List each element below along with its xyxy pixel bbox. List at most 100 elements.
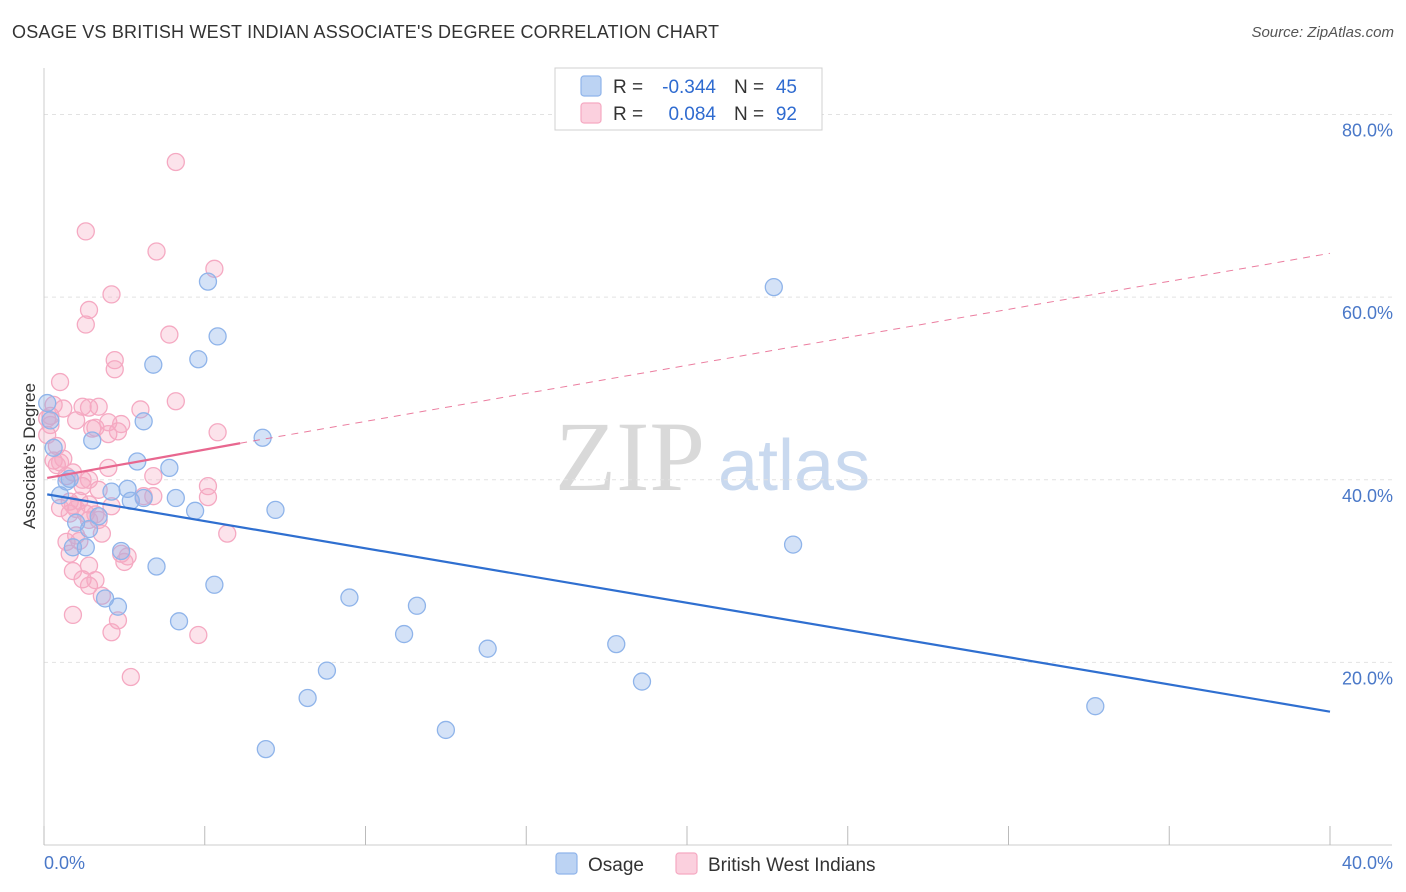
osage-point-4 (57, 472, 76, 491)
osage-point-19 (134, 488, 153, 508)
osage-n-value: 45 (776, 77, 797, 98)
osage-point-41 (607, 634, 626, 654)
bwi-point-77 (208, 423, 227, 442)
bwi-point-71 (166, 152, 185, 172)
grid-lines (44, 114, 1392, 663)
osage-point-43 (764, 277, 783, 297)
bwi-point-31 (76, 222, 95, 241)
bwi-point-65 (131, 400, 150, 419)
bwi-n-value: 92 (776, 104, 797, 125)
watermark-atlas: atlas (718, 426, 870, 506)
bwi-n-label: N = (734, 104, 764, 125)
source-credit: Source: ZipAtlas.com (1251, 24, 1394, 41)
axes (43, 68, 1392, 846)
y-tick-label-80: 80.0% (1342, 121, 1393, 141)
osage-point-20 (134, 412, 153, 431)
x-axis-ticks (43, 826, 1331, 845)
bwi-point-78 (218, 524, 237, 543)
y-axis-label: Associate's Degree (20, 383, 39, 529)
bwi-r-label: R = (613, 104, 643, 125)
bwi-trend-line (47, 442, 241, 480)
osage-point-10 (83, 431, 102, 450)
osage-point-31 (253, 428, 272, 447)
trend-lines (47, 252, 1331, 713)
y-tick-label-40: 40.0% (1342, 486, 1393, 506)
bwi-point-62 (115, 552, 134, 572)
osage-point-15 (112, 541, 131, 561)
bwi-point-21 (63, 605, 83, 625)
osage-point-9 (79, 519, 99, 539)
osage-point-27 (189, 350, 208, 369)
osage-point-1 (41, 411, 60, 430)
osage-point-14 (108, 597, 128, 616)
bwi-point-73 (189, 625, 208, 645)
bwi-point-4 (44, 395, 63, 415)
osage-point-12 (95, 589, 115, 608)
osage-point-16 (118, 479, 137, 499)
osage-point-24 (166, 488, 185, 508)
osage-point-6 (63, 538, 83, 557)
watermark-zip: ZIP (555, 401, 705, 512)
bwi-point-59 (108, 611, 128, 630)
osage-point-13 (102, 482, 121, 501)
stats-legend: R = -0.344 N = 45 R = 0.084 N = 92 (554, 67, 823, 131)
osage-point-11 (89, 507, 108, 526)
bwi-point-32 (76, 315, 95, 334)
bwi-point-44 (86, 571, 105, 590)
bwi-point-67 (144, 466, 163, 486)
osage-point-40 (478, 639, 497, 658)
osage-point-29 (205, 575, 224, 594)
bwi-point-11 (54, 399, 73, 418)
osage-n-label: N = (734, 77, 764, 98)
bwi-point-69 (147, 242, 166, 261)
x-tick-label-max: 40.0% (1342, 853, 1393, 873)
chart-title: OSAGE VS BRITISH WEST INDIAN ASSOCIATE'S… (12, 22, 720, 42)
bwi-point-3 (41, 415, 60, 435)
osage-point-44 (783, 535, 803, 554)
osage-point-37 (394, 624, 414, 644)
osage-point-34 (298, 688, 317, 708)
bwi-point-57 (105, 360, 124, 379)
bwi-point-53 (102, 285, 121, 304)
bwi-point-34 (79, 300, 99, 320)
x-tick-label-min: 0.0% (44, 853, 85, 873)
osage-r-label: R = (613, 77, 643, 98)
bwi-trend-extension (240, 252, 1331, 444)
bwi-legend-swatch (580, 102, 602, 124)
osage-point-39 (436, 720, 456, 740)
legend-swatch-osage (555, 852, 578, 875)
watermark: ZIP atlas (555, 401, 870, 512)
osage-point-22 (147, 557, 166, 576)
osage-point-30 (208, 327, 227, 346)
bwi-point-8 (50, 372, 70, 392)
series-osage-points (38, 272, 1105, 759)
osage-point-23 (160, 458, 179, 478)
osage-point-42 (632, 672, 652, 691)
osage-r-value: -0.344 (662, 77, 716, 98)
osage-point-38 (407, 596, 427, 615)
osage-point-36 (340, 588, 359, 607)
osage-point-28 (198, 272, 218, 291)
bwi-point-49 (92, 586, 112, 605)
bwi-point-60 (112, 414, 131, 434)
legend-label-osage: Osage (588, 855, 644, 876)
legend-label-bwi: British West Indians (708, 855, 876, 876)
bwi-r-value: 0.084 (668, 104, 716, 125)
osage-point-26 (185, 501, 205, 520)
osage-point-2 (44, 438, 63, 457)
y-tick-label-20: 20.0% (1342, 668, 1393, 688)
series-legend: Osage British West Indians (555, 852, 876, 876)
bwi-point-64 (121, 667, 140, 687)
osage-point-21 (144, 355, 163, 374)
bwi-point-75 (198, 487, 218, 507)
bwi-point-27 (73, 397, 92, 416)
osage-legend-swatch (580, 75, 602, 97)
bwi-point-45 (89, 397, 108, 416)
x-axis-tick-labels: 0.0% 40.0% (44, 853, 1393, 873)
bwi-point-70 (160, 325, 179, 344)
legend-swatch-bwi (675, 852, 698, 875)
y-tick-label-60: 60.0% (1342, 303, 1393, 323)
osage-point-35 (317, 661, 337, 680)
osage-point-45 (1086, 697, 1105, 716)
